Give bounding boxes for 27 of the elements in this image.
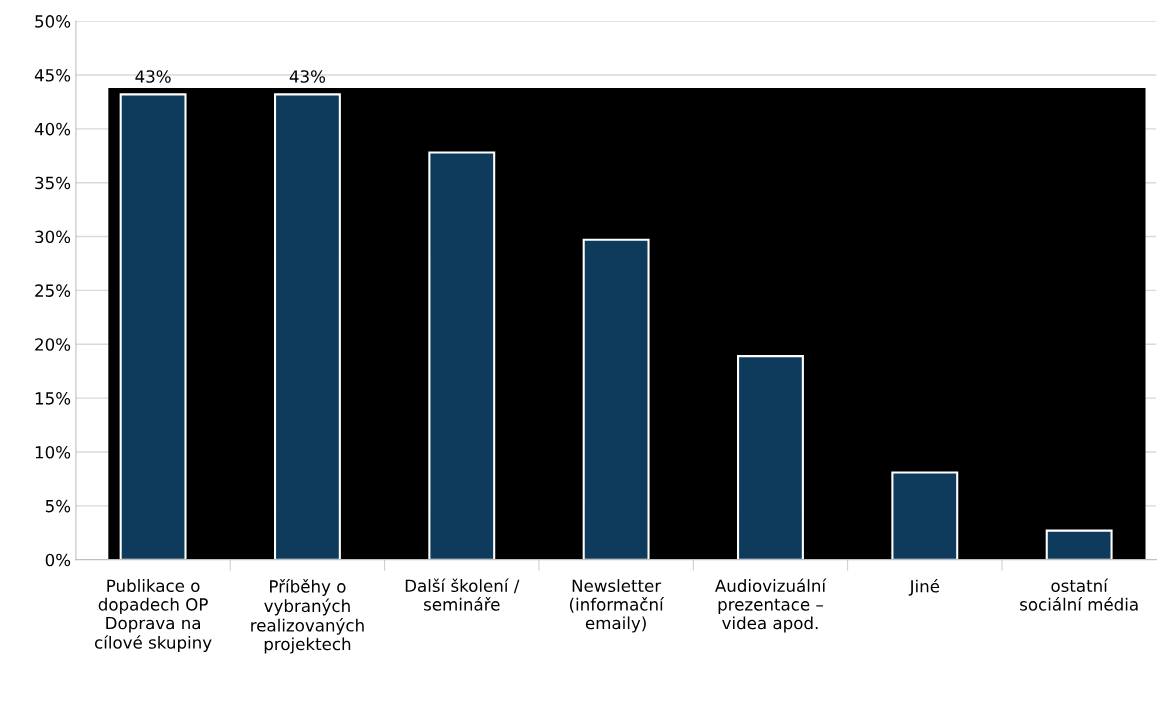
y-tick-label: 20% (35, 338, 71, 351)
bar (119, 93, 187, 560)
y-tick-label: 10% (35, 445, 71, 459)
y-tick-label: 25% (35, 284, 71, 297)
x-tick-label: Publikace o dopadech OP Doprava na cílové skupiny (94, 579, 212, 653)
x-tick-label: Další školení / semináře (405, 578, 520, 611)
data-label: 43% (289, 70, 326, 83)
y-tick-label: 40% (34, 122, 71, 136)
bar (582, 238, 650, 560)
y-tick-label: 45% (34, 68, 71, 82)
y-tick-label: 0% (45, 553, 71, 567)
x-tick-label: ostatní sociální média (1020, 578, 1138, 611)
y-tick-label: 15% (35, 392, 71, 405)
x-tick-label: Příběhy o vybraných realizovaných projektech (251, 579, 364, 654)
data-label: 43% (135, 70, 171, 83)
bar (1045, 529, 1113, 560)
bar (891, 471, 959, 560)
bar (737, 355, 804, 560)
x-tick-label: Audiovizuální prezentace – videa apod. (714, 578, 827, 633)
x-tick-label: Jiné (908, 578, 940, 596)
x-tick-label: Newsletter (informační emaily) (569, 579, 665, 633)
bar (428, 151, 496, 560)
y-tick-label: 5% (45, 499, 71, 513)
y-tick-label: 35% (35, 176, 71, 190)
y-tick-label: 50% (35, 15, 71, 28)
y-tick-label: 30% (35, 230, 71, 244)
bar (273, 93, 341, 560)
